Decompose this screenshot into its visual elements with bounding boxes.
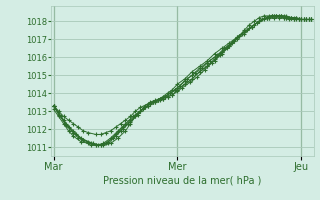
X-axis label: Pression niveau de la mer( hPa ): Pression niveau de la mer( hPa ) — [103, 176, 261, 186]
